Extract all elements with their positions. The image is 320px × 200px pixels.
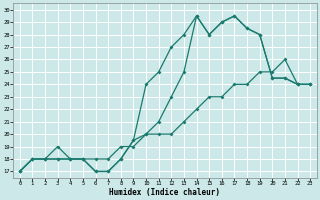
X-axis label: Humidex (Indice chaleur): Humidex (Indice chaleur) [109,188,220,197]
